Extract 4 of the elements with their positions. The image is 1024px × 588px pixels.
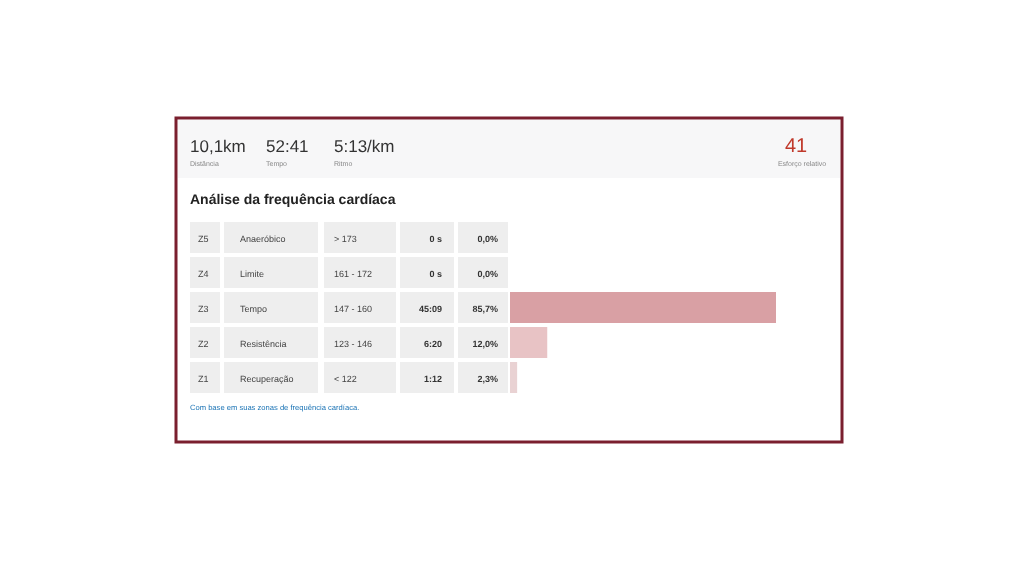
text: 5:13/km [334,136,395,156]
text: 41 [784,136,808,158]
text: 52:41 [266,136,310,156]
text: 10,1km [190,136,246,156]
